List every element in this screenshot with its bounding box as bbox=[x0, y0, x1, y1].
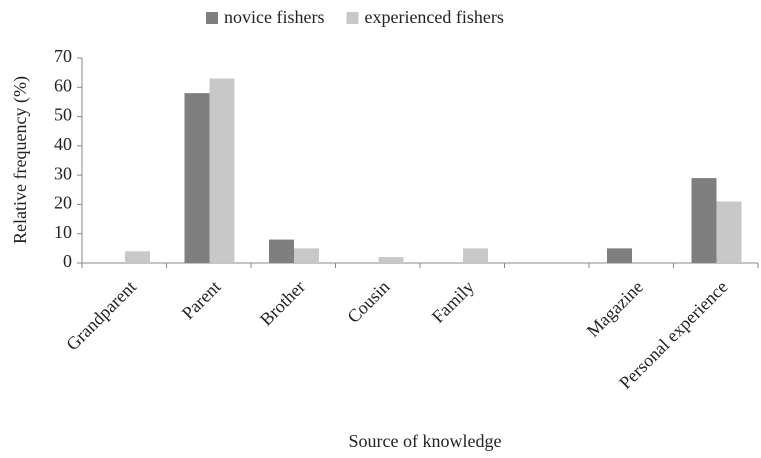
x-tick-label: Cousin bbox=[343, 277, 393, 327]
bar bbox=[269, 239, 294, 263]
x-tick-label: Parent bbox=[178, 277, 225, 324]
y-tick-label: 30 bbox=[54, 163, 72, 183]
bar bbox=[691, 178, 717, 263]
bar bbox=[378, 257, 404, 263]
legend-label: novice fishers bbox=[224, 7, 324, 27]
y-tick-label: 70 bbox=[54, 46, 72, 66]
bar bbox=[209, 78, 235, 263]
bar bbox=[294, 248, 319, 263]
bar bbox=[125, 251, 150, 263]
bar bbox=[716, 201, 742, 263]
y-tick-label: 0 bbox=[63, 251, 72, 271]
legend-swatch bbox=[206, 12, 218, 24]
y-tick-label: 50 bbox=[54, 105, 72, 125]
y-tick-label: 40 bbox=[54, 134, 72, 154]
x-tick-label: Grandparent bbox=[62, 277, 140, 355]
x-tick-label: Family bbox=[428, 277, 478, 327]
y-axis-label: Relative frequency (%) bbox=[10, 76, 31, 244]
bar bbox=[184, 93, 210, 264]
x-axis-label: Source of knowledge bbox=[349, 431, 502, 451]
bar bbox=[463, 248, 488, 263]
y-tick-label: 60 bbox=[54, 75, 72, 95]
y-tick-label: 20 bbox=[54, 193, 72, 213]
legend-swatch bbox=[346, 12, 359, 24]
x-tick-label: Brother bbox=[256, 277, 309, 330]
bar bbox=[607, 248, 632, 263]
y-tick-label: 10 bbox=[54, 222, 72, 242]
x-tick-label: Magazine bbox=[583, 277, 647, 341]
legend-label: experienced fishers bbox=[364, 7, 503, 27]
